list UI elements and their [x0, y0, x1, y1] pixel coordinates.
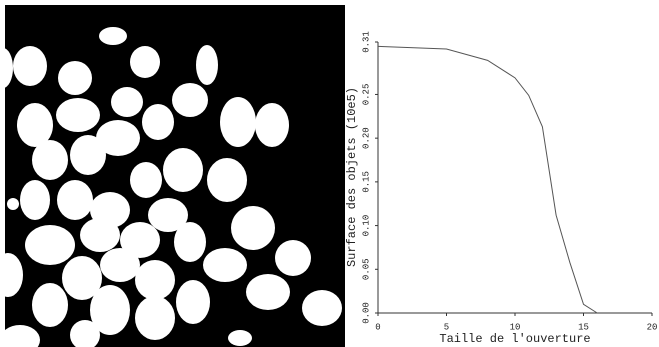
y-tick-label: 0.20	[361, 127, 371, 149]
y-tick-label: 0.10	[361, 215, 371, 237]
x-tick-label: 5	[444, 322, 449, 332]
x-tick-label: 15	[578, 322, 589, 332]
y-tick-label: 0.15	[361, 171, 371, 193]
x-tick-label: 20	[647, 322, 658, 332]
y-tick-label: 0.25	[361, 84, 371, 106]
x-tick-label: 0	[375, 322, 380, 332]
y-tick-label: 0.00	[361, 302, 371, 324]
x-tick-label: 10	[510, 322, 521, 332]
x-axis-label: Taille de l'ouverture	[439, 332, 590, 346]
data-line	[378, 46, 597, 313]
binary-image	[0, 5, 345, 347]
y-tick-label: 0.31	[361, 31, 371, 53]
chart: Taille de l'ouverture Surface des objets…	[345, 31, 657, 346]
y-axis-label: Surface des objets (10e5)	[345, 87, 359, 267]
screen: Taille de l'ouverture Surface des objets…	[0, 0, 659, 347]
y-tick-label: 0.05	[361, 258, 371, 280]
